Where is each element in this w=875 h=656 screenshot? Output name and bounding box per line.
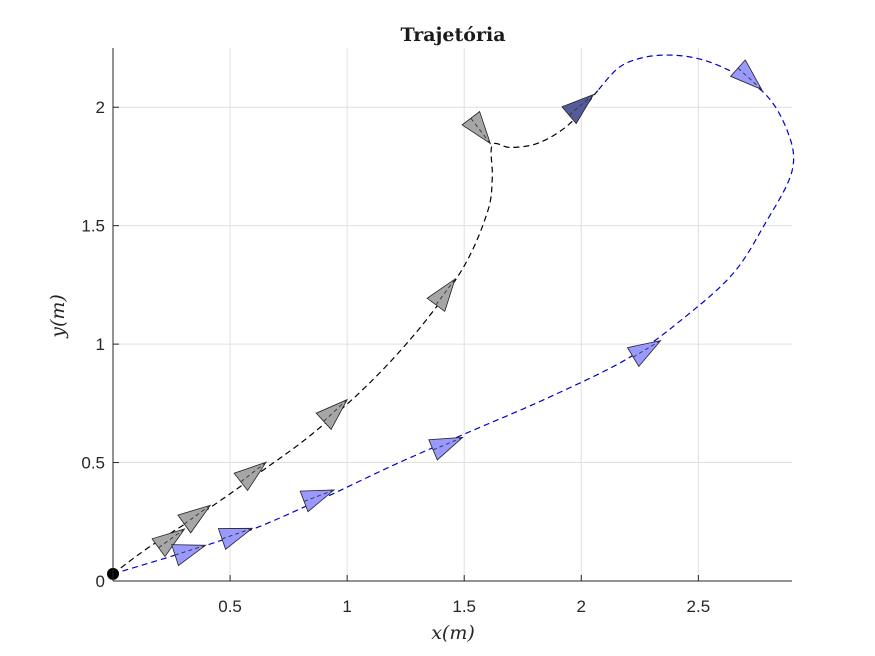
direction-marker-1-1 bbox=[217, 527, 254, 550]
direction-marker-0-2 bbox=[233, 461, 268, 492]
direction-marker-0-3 bbox=[315, 398, 349, 431]
marker-axis-line bbox=[184, 504, 211, 525]
x-tick-label-0: 0.5 bbox=[218, 597, 242, 616]
marker-axis-line bbox=[174, 544, 206, 556]
y-axis-label: y(m) bbox=[47, 294, 69, 339]
series-line-1 bbox=[112, 54, 795, 575]
y-tick-label-4: 2 bbox=[96, 98, 105, 117]
direction-markers bbox=[107, 59, 763, 580]
direction-marker-1-2 bbox=[299, 489, 336, 513]
marker-triangle bbox=[461, 110, 492, 145]
marker-axis-line bbox=[632, 340, 661, 358]
marker-axis-line bbox=[470, 117, 491, 144]
direction-marker-0-6 bbox=[561, 93, 595, 125]
axes bbox=[112, 48, 792, 582]
x-tick-label-3: 2 bbox=[577, 597, 586, 616]
y-tick-label-3: 1.5 bbox=[81, 217, 105, 236]
marker-axis-line bbox=[737, 67, 763, 90]
x-tick-label-2: 1.5 bbox=[452, 597, 476, 616]
marker-triangle bbox=[428, 436, 464, 461]
marker-axis-line bbox=[221, 527, 253, 540]
series-lines bbox=[112, 54, 795, 575]
marker-axis-line bbox=[435, 278, 456, 306]
series-line-0 bbox=[112, 90, 599, 575]
x-tick-label-4: 2.5 bbox=[687, 597, 711, 616]
direction-marker-1-0 bbox=[171, 544, 207, 567]
direction-marker-1-5 bbox=[729, 59, 763, 91]
marker-axis-line bbox=[568, 94, 594, 116]
direction-marker-1-3 bbox=[428, 436, 464, 461]
chart-title: Trajetória bbox=[400, 24, 505, 46]
direction-marker-0-5 bbox=[461, 110, 492, 145]
direction-marker-0-4 bbox=[426, 278, 456, 313]
x-axis-label: x(m) bbox=[431, 622, 475, 644]
marker-axis-line bbox=[303, 489, 335, 502]
tick-labels: 0.5 1 1.5 2 2.5 0 0.5 1 1.5 2 bbox=[81, 98, 710, 616]
marker-axis-line bbox=[323, 399, 348, 422]
y-tick-label-2: 1 bbox=[96, 335, 105, 354]
marker-axis-line bbox=[240, 461, 267, 483]
y-tick-label-1: 0.5 bbox=[81, 454, 105, 473]
y-tick-label-0: 0 bbox=[96, 572, 105, 591]
direction-marker-0-0 bbox=[151, 528, 186, 558]
x-tick-label-1: 1 bbox=[342, 597, 351, 616]
direction-marker-1-4 bbox=[626, 339, 662, 368]
marker-axis-line bbox=[158, 528, 185, 549]
direction-marker-0-1 bbox=[177, 504, 212, 534]
marker-axis-line bbox=[432, 436, 463, 451]
